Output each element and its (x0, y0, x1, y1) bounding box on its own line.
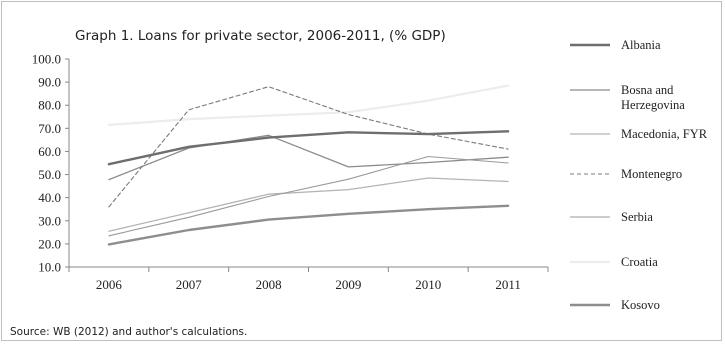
series-line-croatia (107, 84, 510, 127)
source-note: Source: WB (2012) and author's calculati… (10, 326, 247, 338)
series-line-serbia (108, 155, 509, 237)
x-tick-label: 2011 (495, 277, 521, 292)
y-tick-label: 100.0 (32, 52, 61, 67)
x-tick-label: 2009 (335, 277, 361, 292)
legend-label-macedonia-fyr: Macedonia, FYR (621, 127, 708, 141)
plot-area (107, 84, 510, 246)
y-tick-label: 80.0 (38, 98, 61, 113)
y-tick-label: 50.0 (38, 167, 61, 182)
y-tick-label: 20.0 (38, 236, 61, 251)
chart-title: Graph 1. Loans for private sector, 2006-… (75, 28, 446, 44)
legend-label-bosna-and-herzegovina: Herzegovina (621, 98, 685, 112)
y-tick-label: 40.0 (38, 190, 61, 205)
legend-label-montenegro: Montenegro (621, 167, 682, 181)
series-line-bosna-and-herzegovina (108, 134, 509, 181)
legend-label-serbia: Serbia (621, 210, 653, 224)
x-tick-label: 2006 (96, 277, 123, 292)
y-tick-label: 30.0 (38, 213, 61, 228)
legend-label-kosovo: Kosovo (621, 298, 660, 312)
series-line-albania (107, 130, 510, 166)
x-tick-label: 2010 (415, 277, 441, 292)
axes: 10.0 20.0 30.0 40.0 50.0 60.0 70.0 80.0 90.0 100.… (32, 52, 549, 292)
series-line-montenegro (108, 86, 509, 208)
x-tick-label: 2008 (256, 277, 282, 292)
y-tick-label: 60.0 (38, 144, 61, 159)
legend-label-albania: Albania (621, 38, 661, 52)
y-tick-label: 70.0 (38, 121, 61, 136)
legend-label-croatia: Croatia (621, 255, 658, 269)
x-tick-label: 2007 (176, 277, 203, 292)
y-tick-label: 90.0 (38, 75, 61, 90)
legend-label-bosna-and-herzegovina: Bosna and (621, 83, 674, 97)
y-tick-label: 10.0 (38, 260, 61, 275)
series-line-kosovo (107, 204, 510, 246)
series-line-macedonia-fyr (108, 177, 509, 232)
